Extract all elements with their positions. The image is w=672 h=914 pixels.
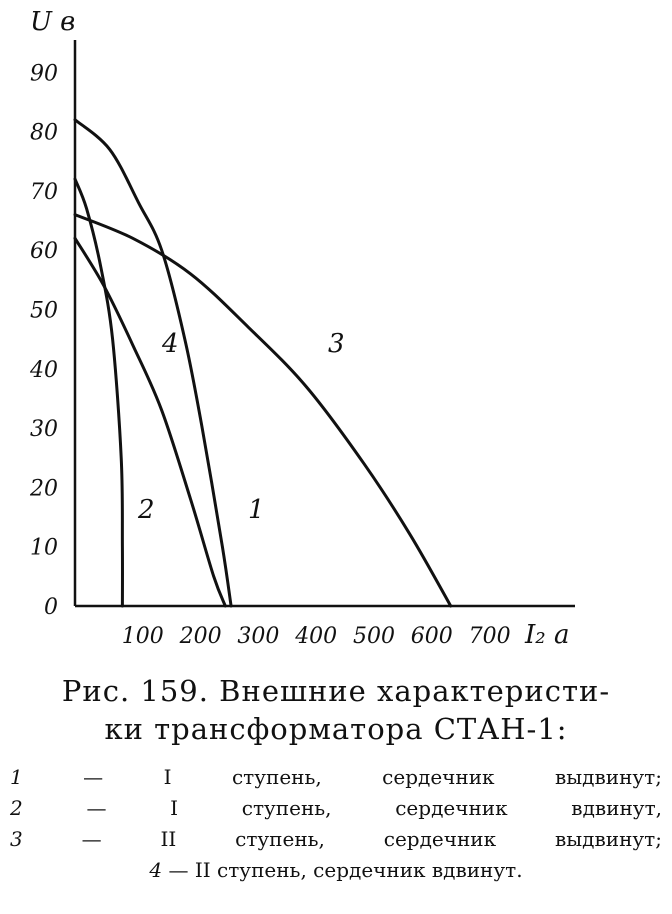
- x-tick-label: 500: [353, 624, 395, 649]
- legend-text: — I ступень, сердечник вдвинут,: [86, 796, 662, 820]
- series-2-curve: [73, 177, 124, 608]
- series-3-curve: [73, 213, 453, 608]
- y-tick-label: 50: [30, 299, 58, 324]
- y-tick-label: 40: [29, 358, 58, 383]
- y-tick-label: 20: [29, 476, 58, 501]
- legend-number: 1: [10, 765, 84, 789]
- y-tick-label: 0: [44, 595, 58, 620]
- legend-text: — II ступень, сердечник выдвинут;: [81, 827, 662, 851]
- x-tick-label: 100: [122, 624, 164, 649]
- x-axis-label: I₂ а: [524, 620, 569, 650]
- legend: 1 — I ступень, сердечник выдвинут; 2 — I …: [10, 762, 662, 886]
- axes: [73, 40, 575, 608]
- y-tick-label: 70: [30, 180, 58, 205]
- series-3-label: 3: [328, 329, 345, 359]
- series-4-label: 4: [161, 329, 179, 359]
- series-1-curve: [73, 118, 233, 608]
- legend-item: 1 — I ступень, сердечник выдвинут;: [10, 762, 662, 793]
- x-tick-label: 400: [294, 624, 337, 649]
- series-labels: 1 2 3 4: [137, 329, 345, 525]
- y-tick-label: 80: [30, 121, 58, 146]
- y-tick-labels: 0 10 20 30 40 50 60 70 80 90: [29, 61, 58, 620]
- x-tick-label: 600: [411, 624, 453, 649]
- x-tick-label: 200: [179, 624, 222, 649]
- caption-line-1: Рис. 159. Внешние характеристи-: [61, 674, 611, 708]
- legend-item: 4 — II ступень, сердечник вдвинут.: [10, 855, 662, 886]
- series-curves: [73, 118, 453, 608]
- y-tick-label: 90: [30, 61, 58, 86]
- legend-number: 4: [149, 858, 169, 882]
- legend-text: — II ступень, сердечник вдвинут.: [168, 858, 523, 882]
- series-1-label: 1: [248, 495, 265, 525]
- legend-item: 2 — I ступень, сердечник вдвинут,: [10, 793, 662, 824]
- legend-number: 2: [10, 796, 87, 820]
- x-tick-label: 700: [469, 624, 511, 649]
- characteristics-chart: 0 10 20 30 40 50 60 70 80 90 100 200 300 400 500 600 70…: [29, 7, 575, 650]
- y-tick-label: 60: [30, 239, 58, 264]
- legend-item: 3 — II ступень, сердечник выдвинут;: [10, 824, 662, 855]
- caption-line-2: ки трансформатора СТАН-1:: [104, 712, 568, 746]
- y-tick-label: 30: [30, 417, 58, 442]
- legend-number: 3: [10, 827, 82, 851]
- figure-caption: Рис. 159. Внешние характеристи- ки транс…: [0, 672, 672, 748]
- series-2-label: 2: [137, 495, 155, 525]
- series-4-curve: [73, 236, 227, 608]
- y-tick-label: 10: [30, 536, 58, 561]
- legend-text: — I ступень, сердечник выдвинут;: [83, 765, 662, 789]
- y-axis-label: U в: [30, 7, 75, 37]
- x-tick-label: 300: [237, 624, 279, 649]
- x-tick-labels: 100 200 300 400 500 600 700: [122, 624, 511, 649]
